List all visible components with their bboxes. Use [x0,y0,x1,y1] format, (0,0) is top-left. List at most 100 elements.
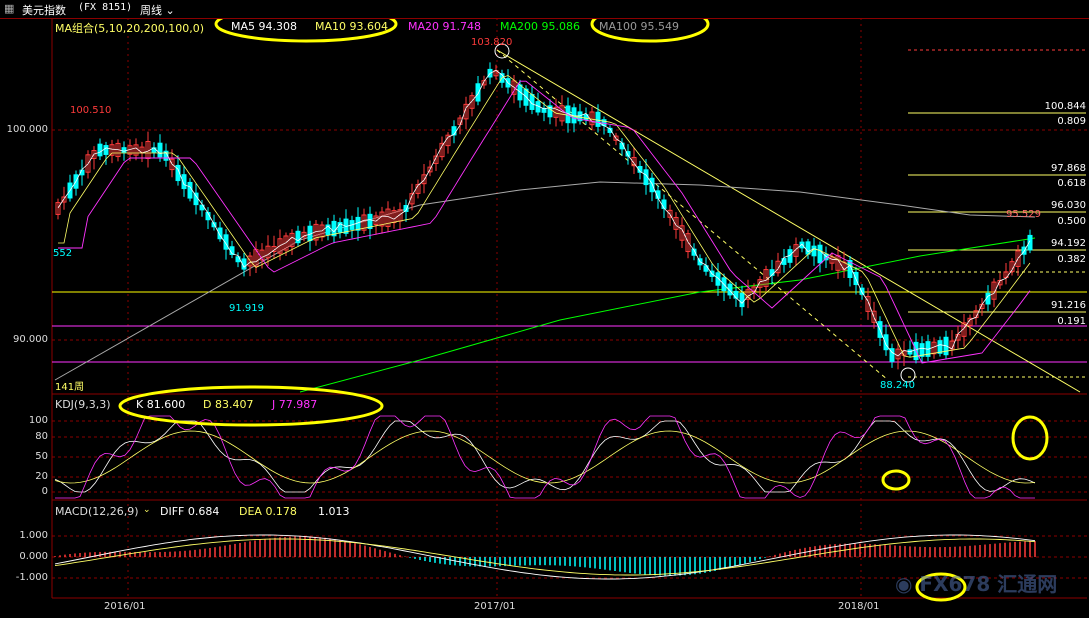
candle-body [403,205,409,212]
candle-body [1027,234,1033,251]
macd-diff-value: DIFF 0.684 [160,505,220,518]
candle-body [649,177,655,193]
macd-tick-1: 1.000 [19,530,48,541]
kdj-d-value: D 83.407 [203,398,254,411]
candle-body [85,154,91,173]
highlight-circle [881,469,911,491]
candle-body [433,155,439,164]
kdj-j-value: J 77.987 [272,398,318,411]
candle-body [373,215,379,225]
candle-body [1021,246,1027,255]
weeks-annotation: 141周 [55,382,85,393]
chevron-down-icon[interactable]: ⌄ [143,505,151,515]
candle-body [775,260,781,274]
fib-price-4: 94.192 [1051,238,1086,249]
fib-price-3: 96.030 [1051,200,1086,211]
candle-body [541,107,547,113]
ma-indicator-label[interactable]: MA组合(5,10,20,200,100,0) [55,22,205,35]
ma200-line [299,237,1036,393]
candle-body [109,144,115,156]
candle-body [463,103,469,120]
candle-body [811,245,817,257]
macd-indicator-label[interactable]: MACD(12,26,9) [55,505,139,518]
candle-body [865,296,871,312]
candle-body [121,147,127,153]
candle-body [919,343,925,357]
candle-body [421,174,427,185]
ma100-value: MA100 95.549 [599,20,679,33]
candle-body [799,241,805,249]
highlight-circle [1011,415,1049,461]
candle-body [607,127,613,133]
x-tick-2017: 2017/01 [474,601,516,612]
long-trendline [54,239,301,381]
price-tick-90: 90.000 [13,334,48,345]
candle-body [727,283,733,296]
candle-body [265,245,271,259]
instrument-code: (FX 8151) [78,2,133,13]
mid-low-annotation: 91.919 [229,303,264,314]
candle-body [577,111,583,122]
ma20-value: MA20 91.748 [408,20,481,33]
fib-ratio-5: 0.191 [1057,316,1086,327]
candle-body [613,135,619,141]
candle-body [715,272,721,286]
macd-tick-m1: -1.000 [15,572,48,583]
candle-body [103,145,109,155]
ma10-line [58,74,1031,358]
left-low-annotation: 552 [53,248,73,259]
candle-body [691,248,697,256]
x-tick-2016: 2016/01 [104,601,146,612]
candle-body [961,322,967,337]
downtrend-line [496,49,1081,393]
left-high-annotation: 100.510 [70,105,112,116]
candle-body [871,310,877,323]
current-annotation: 95.529 [1006,209,1041,220]
candle-body [661,199,667,209]
candle-body [409,193,415,205]
watermark-logo: ◉ FX678 汇通网 [895,572,1058,596]
candle-body [553,106,559,118]
kdj-indicator-label[interactable]: KDJ(9,3,3) [55,398,111,411]
candle-body [667,209,673,218]
candle-body [1003,271,1009,278]
kdj-d-line [54,430,1036,484]
macd-dea-line [54,538,1036,576]
candle-body [763,269,769,287]
ma5-line [57,69,1031,357]
candle-body [223,234,229,250]
low-marker-circle [900,367,916,383]
candle-body [745,289,751,300]
kdj-tick-0: 0 [41,486,48,497]
candle-body [427,166,433,173]
kdj-tick-100: 100 [28,415,48,426]
candle-body [367,213,373,229]
candle-body [337,222,343,233]
globe-icon: ◉ [895,572,913,596]
candle-body [889,348,895,362]
fib-ratio-1: 0.809 [1057,116,1086,127]
candle-body [475,83,481,102]
candle-body [175,164,181,182]
candle-body [301,231,307,238]
kdj-tick-50: 50 [35,451,48,462]
candle-body [859,287,865,295]
kdj-k-value: K 81.600 [136,398,186,411]
high-annotation: 103.820 [471,37,513,48]
ma100-line [299,181,1036,241]
fib-price-1: 100.844 [1044,101,1086,112]
kdj-j-line [55,415,1035,499]
title-bar: ▦ 美元指数 (FX 8151) 周线 ⌄ [0,0,1089,19]
period-selector[interactable]: 周线 ⌄ [140,4,175,17]
ma200-value: MA200 95.086 [500,20,580,33]
highlight-circle [915,572,967,602]
macd-value: 1.013 [318,505,350,518]
fib-ratio-2: 0.618 [1057,178,1086,189]
candle-body [91,150,97,159]
candle-body [247,255,253,267]
candle-body [277,238,283,254]
candle-body [355,216,361,231]
candle-body [325,224,331,236]
candle-body [451,126,457,136]
